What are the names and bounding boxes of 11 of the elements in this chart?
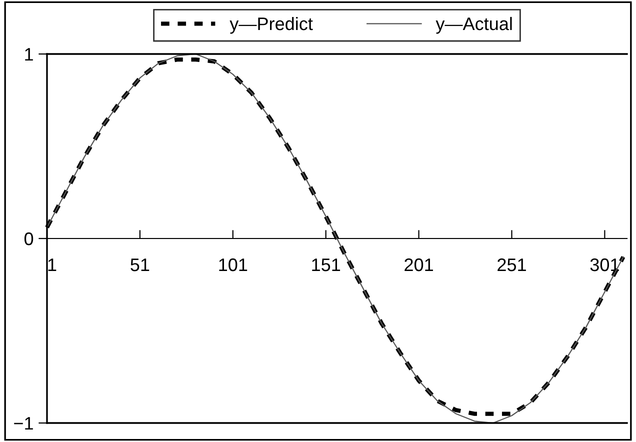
y-tick-label: 1 (25, 48, 33, 61)
x-tick-label: 251 (498, 258, 526, 272)
x-tick-label: 51 (130, 258, 150, 272)
legend-label: y—Actual (436, 16, 512, 34)
x-tick-label: 201 (404, 258, 433, 272)
legend-label: y—Predict (230, 16, 313, 34)
x-tick-label: 151 (312, 258, 340, 272)
y-tick-label: −1 (14, 417, 33, 430)
x-tick-label: 101 (219, 258, 248, 272)
x-tick-label: 1 (48, 258, 56, 272)
y-tick-label: 0 (24, 232, 34, 246)
